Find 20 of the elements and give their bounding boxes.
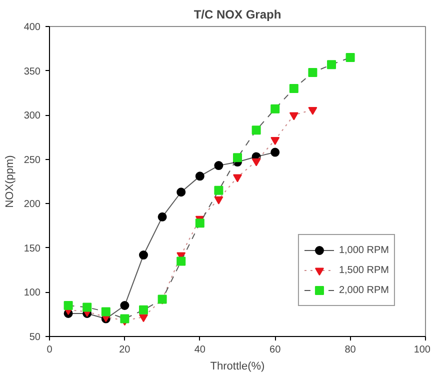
y-tick-label: 350 [24, 66, 41, 78]
y-tick-label: 150 [24, 243, 41, 254]
chart-title: T/C NOX Graph [194, 8, 282, 22]
legend-label: 1,000 RPM [338, 244, 389, 256]
x-tick-label: 80 [344, 344, 356, 356]
y-tick-label: 100 [24, 288, 41, 299]
y-tick-label: 400 [24, 22, 41, 33]
x-tick-label: 40 [194, 344, 206, 356]
y-tick-label: 300 [24, 110, 41, 122]
x-axis-title: Throttle(%) [210, 360, 265, 372]
y-tick-label: 250 [24, 154, 41, 166]
legend-label: 2,000 RPM [338, 284, 389, 296]
y-axis-title: NOX(ppm) [4, 155, 16, 208]
x-tick-label: 60 [270, 344, 282, 356]
y-tick-label: 200 [24, 199, 41, 210]
x-tick-label: 0 [46, 344, 53, 356]
x-tick-label: 20 [119, 344, 131, 356]
x-tick-label: 100 [414, 344, 431, 356]
y-tick-label: 50 [29, 332, 41, 343]
legend-label: 1,500 RPM [338, 264, 389, 276]
